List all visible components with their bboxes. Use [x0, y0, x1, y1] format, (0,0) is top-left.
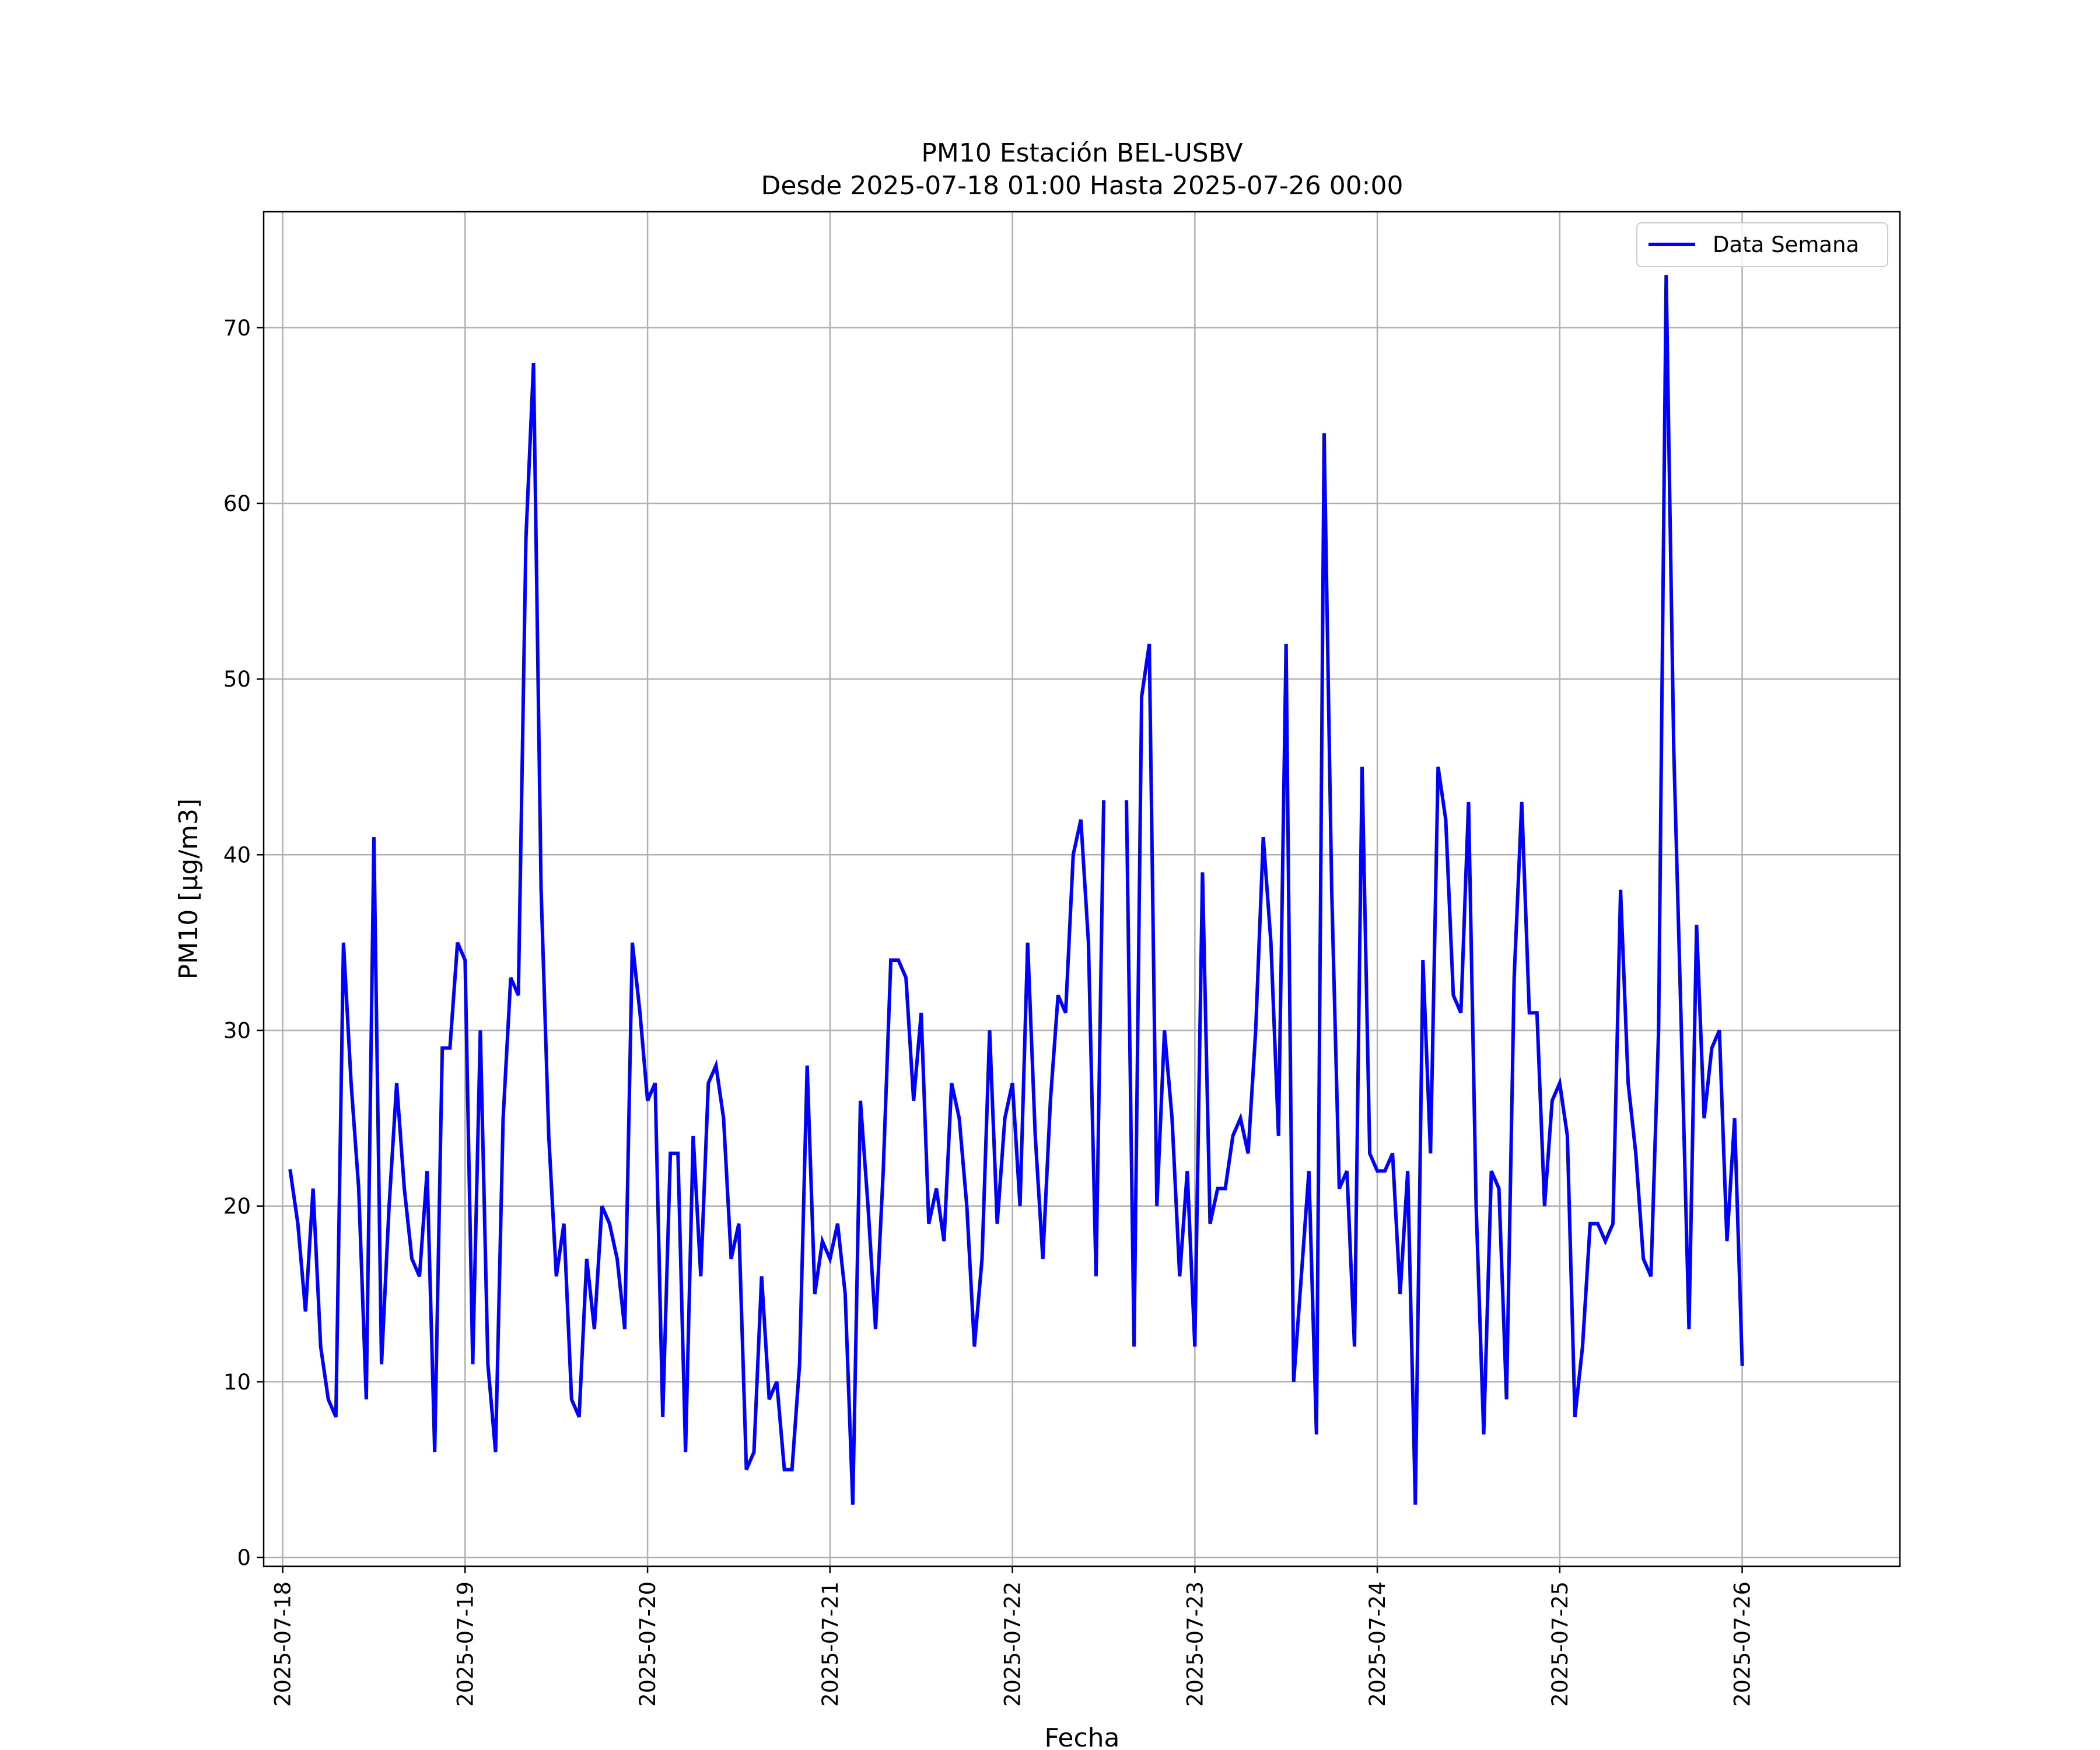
- x-axis-label: Fecha: [1044, 1723, 1119, 1750]
- x-tick-label: 2025-07-26: [1730, 1581, 1755, 1707]
- legend: Data Semana: [1636, 222, 1888, 267]
- legend-label: Data Semana: [1713, 232, 1859, 257]
- y-axis-label: PM10 [µg/m3]: [174, 799, 204, 979]
- axis-ticks: 0 10 20 30 40 50 60 70 2025-07-18 2025-07-19 2025-…: [223, 316, 1755, 1707]
- y-tick-label: 0: [237, 1545, 251, 1570]
- y-tick-label: 20: [223, 1194, 251, 1219]
- series-data-semana: [288, 275, 1744, 1505]
- y-tick-label: 30: [223, 1018, 251, 1043]
- y-tick-label: 70: [223, 316, 251, 341]
- series-line-segment: [288, 362, 1106, 1505]
- y-tick-label: 10: [223, 1370, 251, 1395]
- y-tick-label: 50: [223, 667, 251, 692]
- plot-area-frame: [262, 211, 1901, 1567]
- x-tick-label: 2025-07-24: [1365, 1581, 1390, 1707]
- x-tick-label: 2025-07-25: [1548, 1581, 1573, 1707]
- x-tick-label: 2025-07-22: [1000, 1581, 1026, 1707]
- x-tick-label: 2025-07-21: [818, 1581, 843, 1707]
- y-tick-label: 40: [223, 842, 251, 867]
- chart-subtitle: Desde 2025-07-18 01:00 Hasta 2025-07-26 …: [761, 171, 1403, 201]
- series-line-segment: [1125, 275, 1744, 1505]
- grid-lines: [264, 212, 1900, 1566]
- x-tick-label: 2025-07-20: [635, 1581, 660, 1707]
- x-tick-label: 2025-07-18: [271, 1581, 296, 1707]
- x-tick-label: 2025-07-23: [1182, 1581, 1208, 1707]
- y-tick-label: 60: [223, 491, 251, 516]
- chart-title: PM10 Estación BEL-USBV: [921, 138, 1242, 168]
- x-tick-label: 2025-07-19: [453, 1581, 478, 1707]
- legend-box: [1636, 222, 1888, 267]
